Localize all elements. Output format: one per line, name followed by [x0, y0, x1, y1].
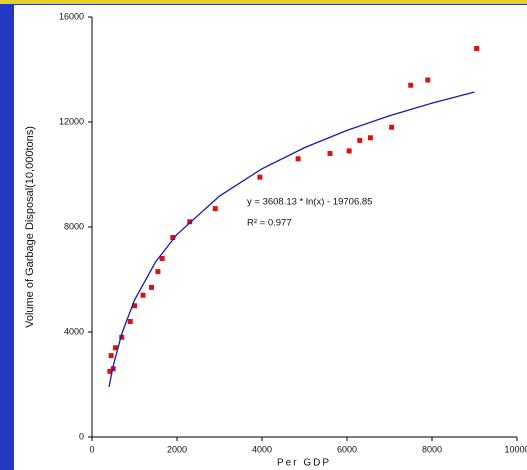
data-point	[108, 353, 114, 359]
data-point	[127, 319, 133, 324]
data-point	[112, 345, 118, 351]
data-point	[408, 82, 414, 88]
y-tick-label: 16000	[59, 11, 84, 21]
y-tick-label: 0	[79, 431, 84, 441]
data-point	[155, 269, 161, 275]
y-tick-label: 12000	[59, 116, 84, 126]
x-tick-label: 6000	[337, 444, 357, 454]
data-point	[159, 256, 165, 261]
x-tick-label: 8000	[422, 444, 442, 454]
data-point	[170, 235, 176, 240]
data-point	[187, 219, 193, 225]
y-axis-label: Volume of Garbage Disposal(10,000tons)	[24, 126, 36, 328]
data-point	[107, 368, 113, 374]
x-axis-label: Per GDP	[277, 458, 331, 469]
y-tick-label: 4000	[64, 326, 84, 336]
data-point	[257, 174, 263, 180]
x-tick-label: 0	[89, 444, 94, 454]
data-point	[425, 77, 431, 83]
data-point	[357, 137, 363, 143]
data-point	[367, 135, 373, 141]
top-strip	[0, 0, 527, 4]
data-point	[140, 292, 146, 298]
equation: y = 3608.13 * ln(x) - 19706.85	[247, 197, 372, 208]
data-point	[474, 46, 480, 51]
data-point	[389, 124, 395, 130]
data-point	[119, 334, 125, 340]
y-tick-label: 8000	[64, 221, 84, 231]
data-point	[149, 284, 154, 290]
r-squared: R² = 0.977	[247, 218, 292, 229]
x-tick-label: 2000	[167, 444, 187, 454]
data-point	[132, 303, 137, 309]
x-tick-label: 4000	[252, 444, 272, 454]
chart-panel	[14, 5, 527, 470]
data-point	[346, 148, 352, 154]
data-point	[212, 206, 218, 212]
data-point	[327, 151, 333, 156]
data-point	[295, 156, 301, 162]
fit-curve	[108, 91, 475, 387]
